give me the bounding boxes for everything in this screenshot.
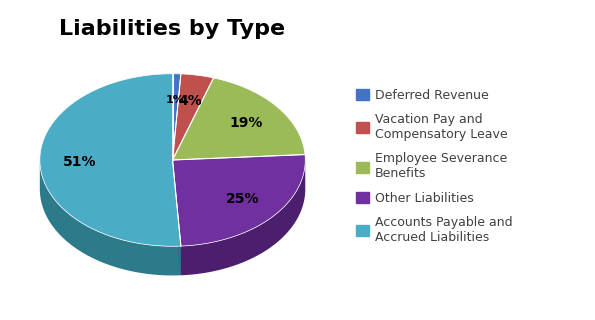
- Polygon shape: [173, 78, 305, 160]
- Polygon shape: [40, 160, 181, 276]
- Polygon shape: [173, 74, 214, 160]
- Text: 4%: 4%: [178, 94, 202, 108]
- Polygon shape: [173, 155, 305, 246]
- Text: 51%: 51%: [63, 155, 96, 169]
- Text: 25%: 25%: [226, 193, 259, 206]
- Text: Liabilities by Type: Liabilities by Type: [60, 19, 286, 39]
- Polygon shape: [40, 74, 181, 246]
- Text: 1%: 1%: [166, 95, 185, 105]
- Legend: Deferred Revenue, Vacation Pay and
Compensatory Leave, Employee Severance
Benefi: Deferred Revenue, Vacation Pay and Compe…: [353, 85, 516, 248]
- Polygon shape: [181, 159, 305, 275]
- Polygon shape: [173, 74, 181, 160]
- Text: 19%: 19%: [229, 116, 262, 130]
- Polygon shape: [173, 160, 181, 275]
- Polygon shape: [173, 160, 181, 275]
